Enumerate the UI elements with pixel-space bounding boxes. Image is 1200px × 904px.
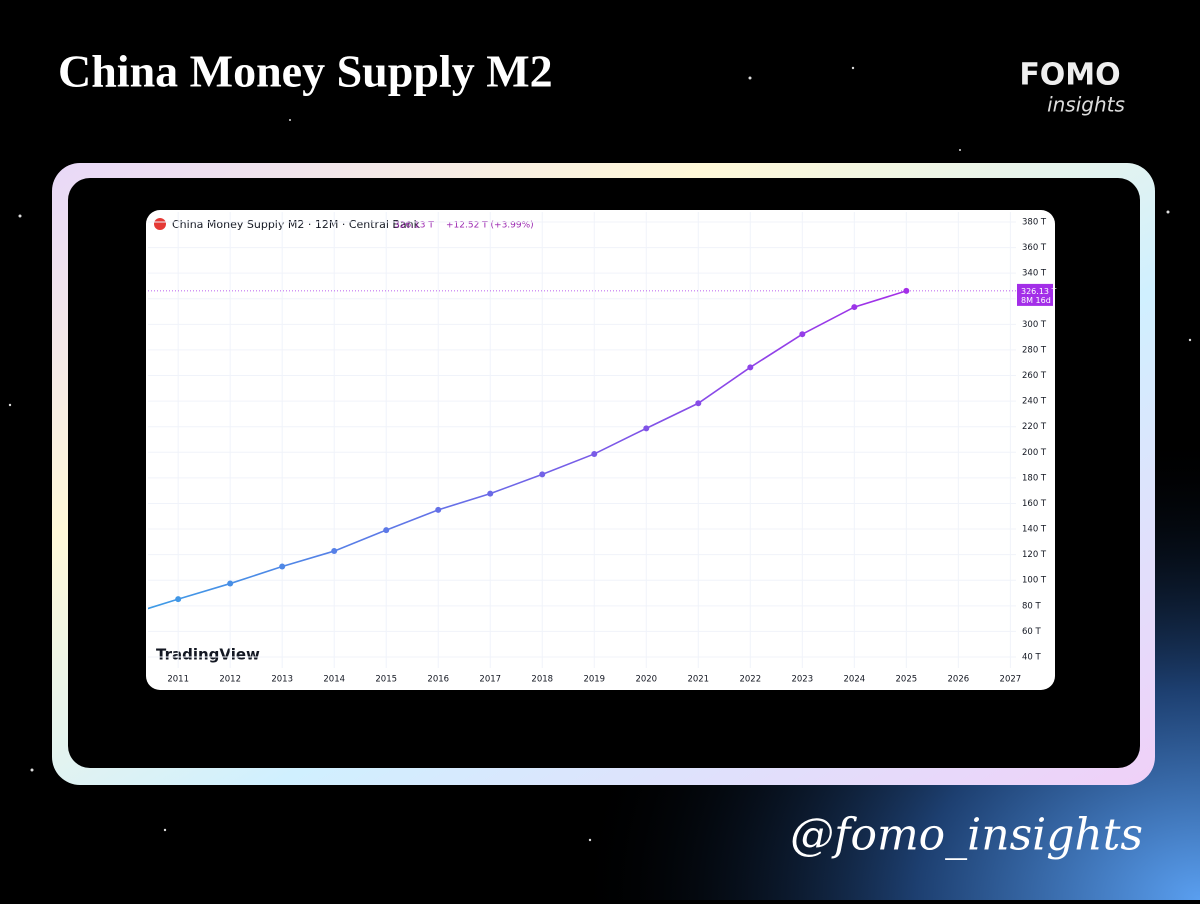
y-tick-label: 300 T [1022,320,1047,330]
y-tick-label: 100 T [1022,576,1047,586]
logo-sub: insights [1047,93,1125,117]
point [227,580,234,587]
x-tick-label: 2018 [531,675,553,685]
page-title: China Money Supply M2 [58,46,553,97]
x-tick-label: 2014 [323,675,345,685]
point [747,364,754,371]
x-tick-label: 2013 [271,675,293,685]
point [175,596,182,603]
point [539,471,546,478]
y-tick-label: 240 T [1022,397,1047,407]
x-tick-label: 2021 [687,675,709,685]
plot [148,212,1016,668]
point [435,506,442,513]
last-value: 326.13 T [394,221,434,231]
point [591,450,598,457]
x-tick-label: 2024 [844,675,866,685]
x-tick-label: 2015 [375,675,397,685]
x-tick-label: 2027 [1000,675,1022,685]
x-tick-label: 2020 [635,675,657,685]
y-tick-label: 340 T [1022,269,1047,279]
price-tag [1017,283,1053,306]
chart-header: China Money Supply M2 · 12M · Central Ba… [172,218,421,231]
price-tag-value: 326.13 T [1021,287,1057,296]
y-tick-label: 60 T [1022,627,1042,637]
y-tick-label: 40 T [1022,652,1042,662]
x-tick-label: 2017 [479,675,501,685]
x-tick-label: 2023 [791,675,813,685]
x-tick-label: 2012 [219,675,241,685]
logo: FOMO [1019,58,1120,93]
point [487,490,494,497]
point [331,548,338,555]
x-tick-label: 2011 [167,675,189,685]
handle: @fomo_insights [790,810,1143,861]
price-tag-countdown: 8M 16d [1021,296,1051,305]
y-tick-label: 160 T [1022,499,1047,509]
watermark: TradingView [156,646,260,664]
x-tick-label: 2016 [427,675,449,685]
x-tick-label: 2019 [583,675,605,685]
x-tick-label: 2026 [948,675,970,685]
point [279,563,286,570]
y-tick-label: 180 T [1022,473,1047,483]
y-tick-label: 280 T [1022,345,1047,355]
y-tick-label: 140 T [1022,525,1047,535]
point [643,425,650,432]
y-tick-label: 120 T [1022,550,1047,560]
y-tick-label: 200 T [1022,448,1047,458]
point [383,527,390,534]
y-tick-label: 80 T [1022,601,1042,611]
point [695,400,702,407]
y-tick-label: 380 T [1022,217,1047,227]
flag [154,218,166,230]
stars [8,66,1192,842]
x-tick-label: 2025 [896,675,918,685]
y-tick-label: 360 T [1022,243,1047,253]
x-tick-label: 2022 [739,675,761,685]
y-tick-label: 220 T [1022,422,1047,432]
point [851,304,858,311]
series-line [148,290,907,610]
point [903,287,910,294]
point [799,331,806,338]
y-tick-label: 260 T [1022,371,1047,381]
